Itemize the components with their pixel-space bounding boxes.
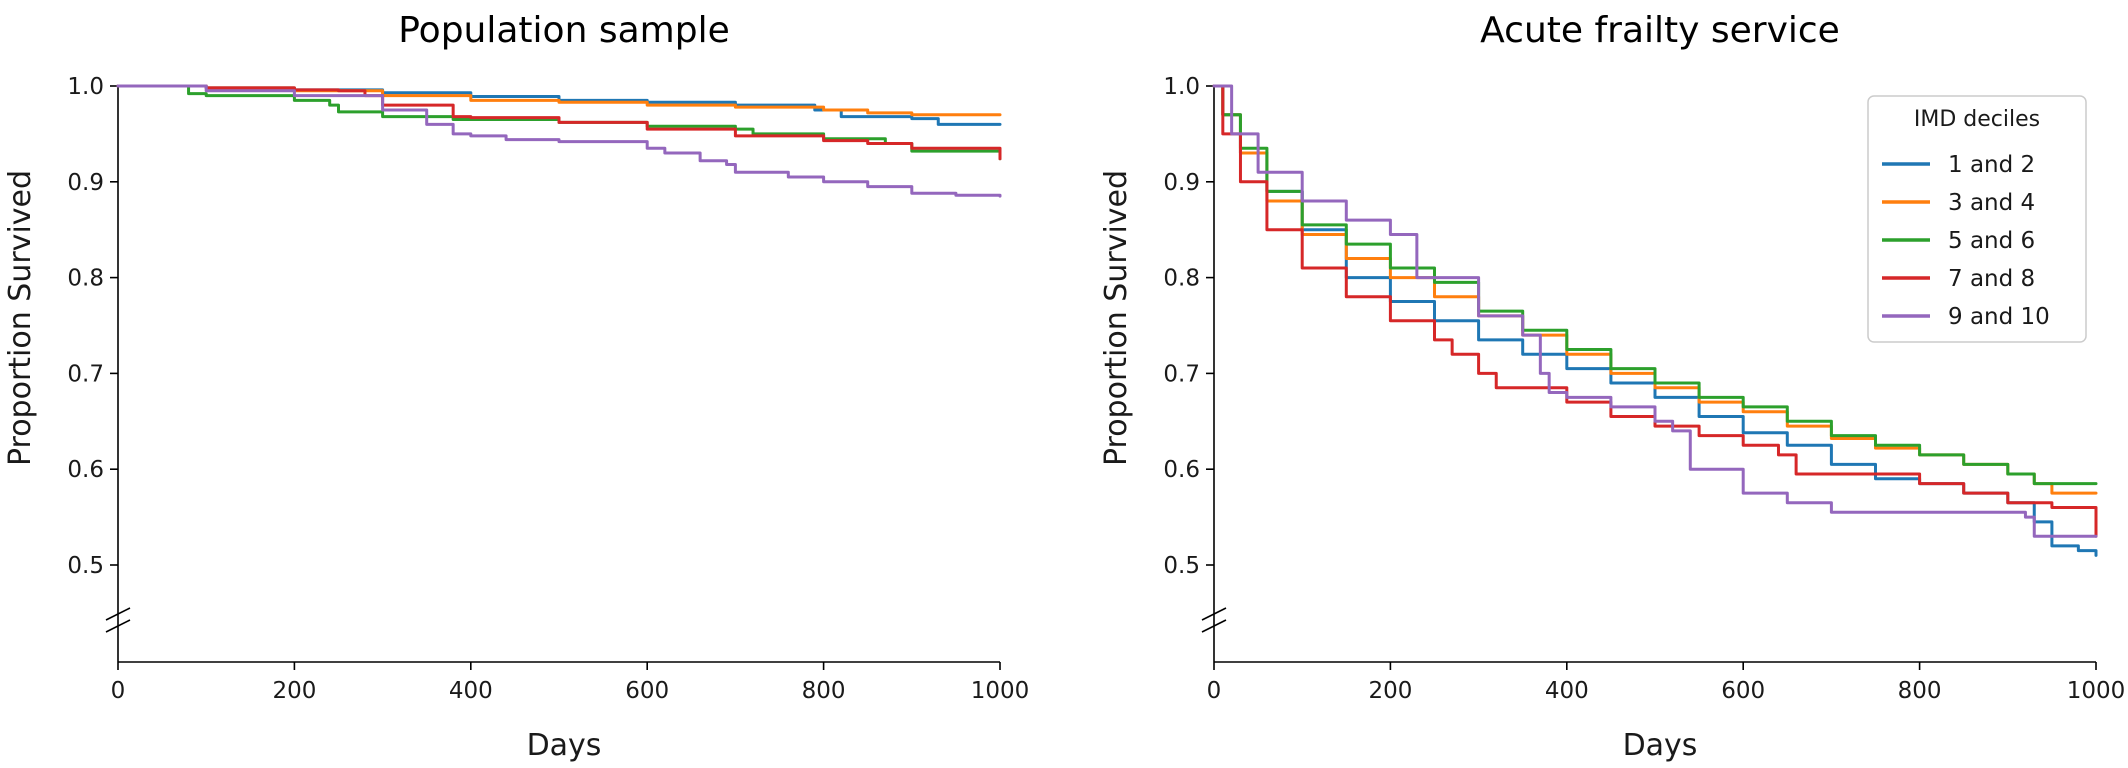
series-line-4 bbox=[116, 84, 1002, 161]
x-tick-label: 200 bbox=[272, 678, 316, 704]
y-tick-label: 0.9 bbox=[1163, 170, 1200, 196]
legend-label: 1 and 2 bbox=[1948, 152, 2035, 178]
x-tick-label: 600 bbox=[625, 678, 669, 704]
axis-break-mark bbox=[1201, 619, 1227, 633]
y-tick-label: 0.6 bbox=[1163, 457, 1200, 483]
axis-break-mark bbox=[105, 619, 131, 633]
series-line-5 bbox=[116, 84, 1002, 198]
y-tick-label: 0.5 bbox=[1163, 553, 1200, 579]
legend-label: 9 and 10 bbox=[1948, 304, 2050, 330]
x-tick-label: 400 bbox=[1545, 678, 1589, 704]
legend-title: IMD deciles bbox=[1914, 107, 2040, 132]
y-tick-label: 0.6 bbox=[67, 457, 104, 483]
chart-panel-population-sample: Population sample Proportion Survived Da… bbox=[3, 10, 1029, 763]
x-axis-label: Days bbox=[527, 728, 602, 763]
x-tick-label: 400 bbox=[449, 678, 493, 704]
y-tick-label: 0.8 bbox=[1163, 266, 1200, 292]
chart-title: Population sample bbox=[398, 10, 729, 51]
chart-panel-acute-frailty-service: Acute frailty service Proportion Survive… bbox=[1099, 10, 2125, 763]
axis-break-mark bbox=[105, 607, 131, 621]
y-tick-label: 0.7 bbox=[67, 361, 104, 387]
x-tick-label: 600 bbox=[1721, 678, 1765, 704]
legend-label: 7 and 8 bbox=[1948, 266, 2035, 292]
y-tick-label: 0.7 bbox=[1163, 361, 1200, 387]
y-tick-label: 0.8 bbox=[67, 266, 104, 292]
y-axis-label: Proportion Survived bbox=[3, 170, 38, 466]
x-tick-label: 0 bbox=[1207, 678, 1222, 704]
x-tick-label: 800 bbox=[802, 678, 846, 704]
legend-label: 3 and 4 bbox=[1948, 190, 2035, 216]
chart-title: Acute frailty service bbox=[1480, 10, 1840, 51]
y-tick-label: 0.9 bbox=[67, 170, 104, 196]
x-tick-label: 200 bbox=[1368, 678, 1412, 704]
x-tick-label: 1000 bbox=[971, 678, 1030, 704]
series-line-5 bbox=[1212, 84, 2098, 538]
axis-break-mark bbox=[1201, 607, 1227, 621]
x-axis-label: Days bbox=[1623, 728, 1698, 763]
y-axis-label: Proportion Survived bbox=[1099, 170, 1134, 466]
legend-box bbox=[1867, 95, 2087, 343]
x-tick-label: 0 bbox=[111, 678, 126, 704]
y-tick-label: 0.5 bbox=[67, 553, 104, 579]
legend-label: 5 and 6 bbox=[1948, 228, 2035, 254]
x-tick-label: 800 bbox=[1898, 678, 1942, 704]
y-tick-label: 1.0 bbox=[67, 74, 104, 100]
x-tick-label: 1000 bbox=[2067, 678, 2126, 704]
y-tick-label: 1.0 bbox=[1163, 74, 1200, 100]
